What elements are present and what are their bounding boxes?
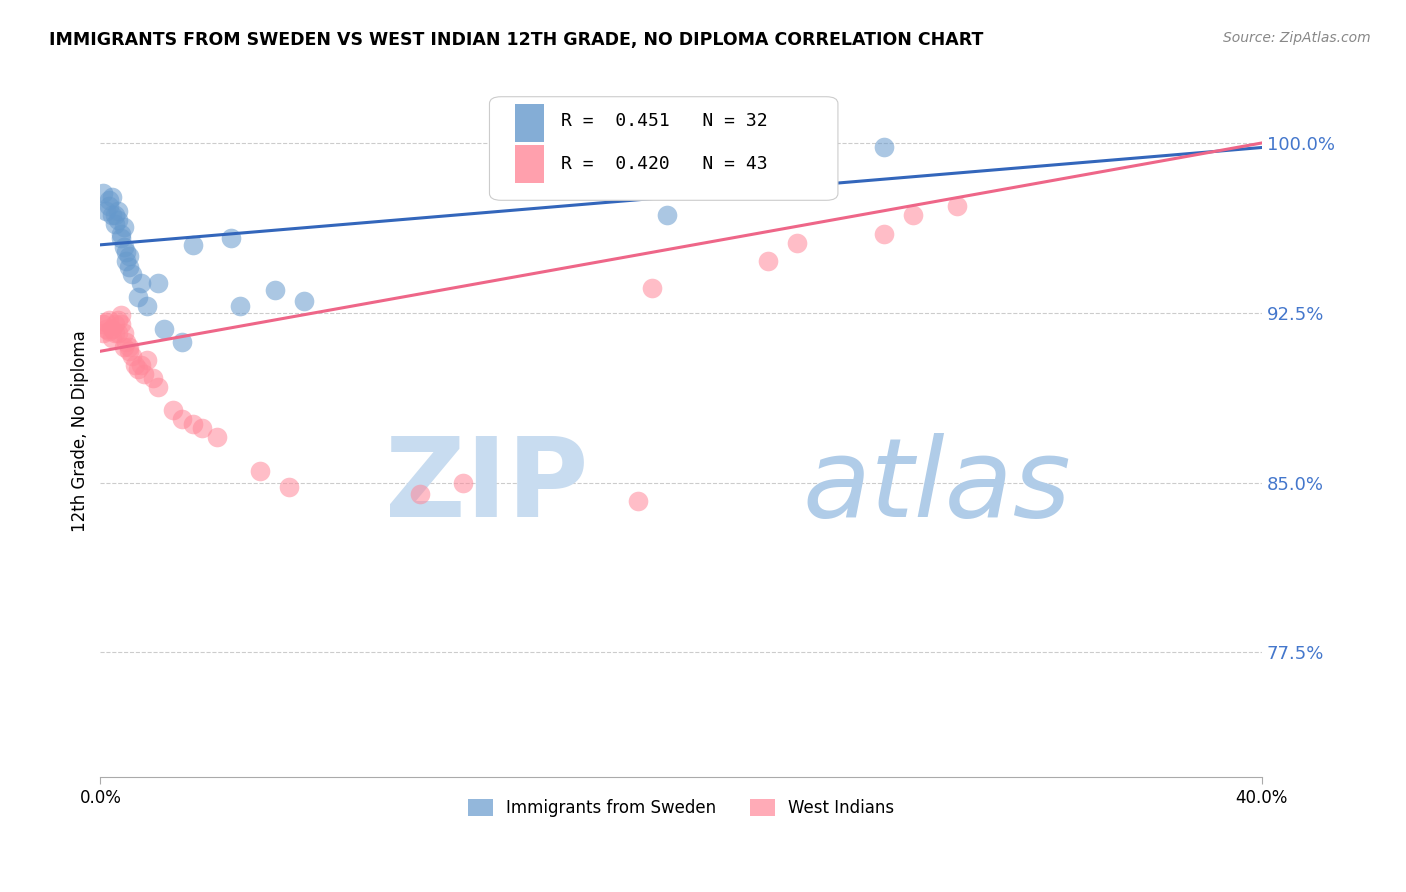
Point [101, 321, 124, 335]
Point [101, 331, 124, 345]
Point [148, 277, 170, 291]
Point [104, 208, 127, 222]
Point [98, 193, 121, 207]
Point [98, 199, 121, 213]
Point [292, 294, 315, 309]
Point [453, 475, 475, 490]
Point [115, 244, 138, 259]
Point [101, 190, 124, 204]
Point [127, 362, 149, 376]
Point [786, 235, 808, 250]
Point [409, 487, 432, 501]
Point [124, 358, 146, 372]
Point [107, 312, 129, 326]
Point [112, 219, 135, 234]
Point [98, 324, 121, 338]
Point [104, 326, 127, 340]
Point [191, 421, 214, 435]
Text: IMMIGRANTS FROM SWEDEN VS WEST INDIAN 12TH GRADE, NO DIPLOMA CORRELATION CHART: IMMIGRANTS FROM SWEDEN VS WEST INDIAN 12… [49, 31, 984, 49]
Point [873, 227, 896, 241]
Point [107, 213, 129, 227]
Text: atlas: atlas [803, 434, 1071, 541]
Point [107, 326, 129, 340]
Point [181, 237, 204, 252]
Point [110, 231, 132, 245]
Point [278, 480, 301, 494]
FancyBboxPatch shape [515, 103, 544, 142]
Point [115, 253, 138, 268]
Point [110, 227, 132, 241]
Point [110, 317, 132, 331]
Point [903, 208, 925, 222]
Text: ZIP: ZIP [385, 434, 588, 541]
Point [626, 493, 648, 508]
Point [91, 317, 114, 331]
Point [118, 249, 141, 263]
Point [263, 283, 285, 297]
Point [219, 231, 242, 245]
Point [107, 203, 129, 218]
Point [162, 403, 184, 417]
Point [655, 208, 678, 222]
Point [170, 335, 193, 350]
Point [121, 349, 143, 363]
Point [118, 340, 141, 354]
Point [98, 312, 121, 326]
Point [170, 412, 193, 426]
Point [148, 380, 170, 394]
Point [91, 186, 114, 200]
Point [118, 260, 141, 275]
Point [135, 299, 157, 313]
Point [112, 240, 135, 254]
Point [112, 340, 135, 354]
Point [127, 290, 149, 304]
FancyBboxPatch shape [515, 145, 544, 183]
Point [181, 417, 204, 431]
Point [946, 199, 969, 213]
Point [132, 367, 155, 381]
Point [112, 326, 135, 340]
Point [104, 317, 127, 331]
Point [129, 277, 152, 291]
FancyBboxPatch shape [489, 96, 838, 201]
Point [96, 203, 118, 218]
Point [104, 218, 127, 232]
Point [121, 267, 143, 281]
Point [756, 253, 779, 268]
Point [96, 321, 118, 335]
Point [101, 208, 124, 222]
Text: R =  0.451   N = 32: R = 0.451 N = 32 [561, 112, 768, 130]
Point [135, 353, 157, 368]
Point [153, 321, 176, 335]
Y-axis label: 12th Grade, No Diploma: 12th Grade, No Diploma [72, 331, 89, 533]
Point [249, 464, 271, 478]
Point [229, 299, 252, 313]
Point [129, 358, 152, 372]
Point [142, 371, 165, 385]
Text: Source: ZipAtlas.com: Source: ZipAtlas.com [1223, 31, 1371, 45]
Text: R =  0.420   N = 43: R = 0.420 N = 43 [561, 155, 768, 173]
Point [118, 344, 141, 359]
Point [205, 430, 228, 444]
Point [873, 140, 896, 154]
Point [110, 308, 132, 322]
Legend: Immigrants from Sweden, West Indians: Immigrants from Sweden, West Indians [461, 792, 901, 824]
Point [641, 281, 664, 295]
Point [96, 315, 118, 329]
Point [115, 335, 138, 350]
Point [91, 326, 114, 340]
